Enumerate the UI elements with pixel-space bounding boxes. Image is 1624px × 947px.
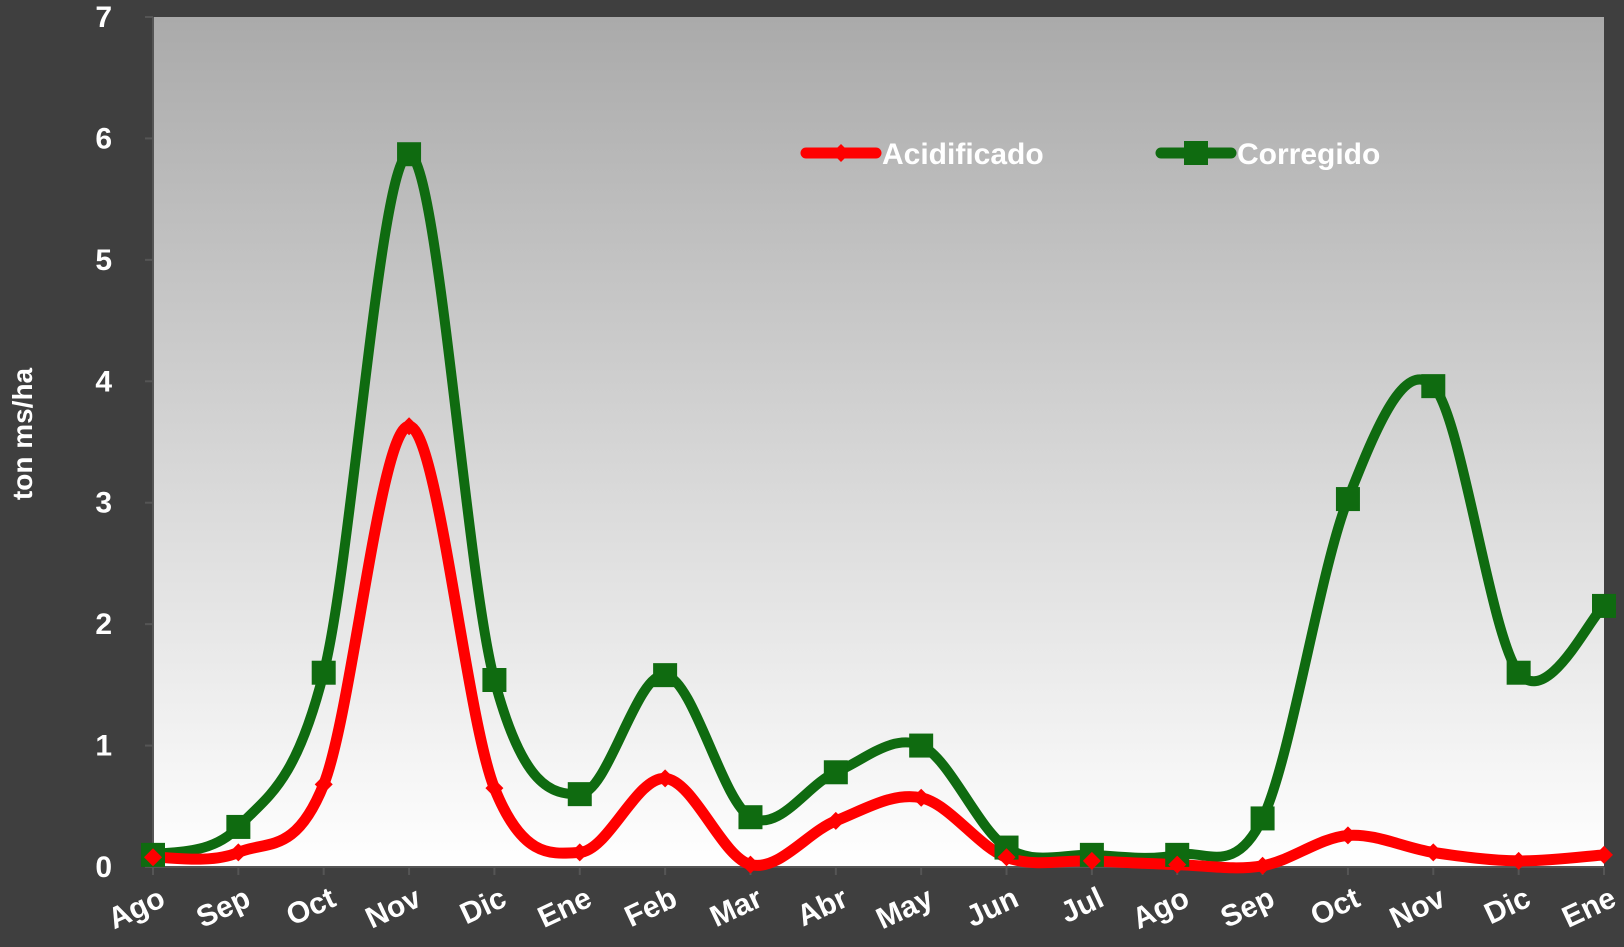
data-point-corregido [823,760,848,785]
legend-item-acidificado: Acidificado [800,138,1044,171]
data-point-corregido [1335,487,1360,512]
data-point-acidificado [1082,851,1101,870]
data-point-acidificado [741,855,760,874]
data-point-acidificado [485,779,504,798]
series-line-acidificado [147,420,1610,874]
y-tick-label: 5 [95,244,112,277]
data-point-corregido [311,660,336,685]
x-tick-label: Mar [705,881,768,934]
data-point-acidificado [229,843,248,862]
data-point-acidificado [826,811,845,830]
data-point-acidificado [400,417,419,436]
x-tick-label: Feb [620,881,682,933]
data-point-acidificado [1595,845,1613,864]
legend-item-corregido: Corregido [1155,138,1380,171]
x-tick-label: Sep [1216,881,1280,934]
x-tick-label: May [871,881,938,936]
x-tick-label: Jun [961,881,1023,933]
y-axis-title: ton ms/ha [7,367,38,500]
x-tick-label: Oct [1306,881,1365,932]
plot-area [153,17,1604,867]
x-tick-label: Nov [361,881,427,935]
data-point-acidificado [314,775,333,794]
data-point-acidificado [1509,851,1528,870]
x-tick-label: Nov [1385,881,1451,935]
data-point-corregido [1592,593,1616,618]
data-point-acidificado [1168,855,1187,874]
data-point-acidificado [912,788,931,807]
x-tick-label: Ago [1127,881,1194,936]
legend-marker [832,144,850,162]
marker-layer [141,142,1616,875]
y-tick-label: 7 [95,1,112,34]
data-point-corregido [653,663,678,688]
legend-marker [1184,141,1208,165]
data-point-acidificado [656,769,675,788]
x-tick-label: Oct [281,881,340,932]
data-point-corregido [567,782,592,807]
x-tick-label: Sep [191,881,255,934]
x-tick-label: Jul [1056,881,1109,929]
data-point-corregido [482,668,507,692]
x-tick-label: Dic [455,881,511,931]
data-point-acidificado [1253,856,1272,875]
legend-label: Corregido [1237,138,1380,171]
x-tick-label: Ene [1557,881,1621,934]
data-point-corregido [1506,660,1531,685]
x-tick-label: Ago [103,881,170,936]
data-point-corregido [397,142,422,167]
axes [145,16,1605,875]
y-tick-label: 4 [95,365,112,398]
data-point-corregido [909,733,934,758]
x-tick-label: Abr [792,881,853,933]
data-point-corregido [1421,374,1446,399]
y-tick-label: 6 [95,122,112,155]
data-point-corregido [1250,806,1275,831]
data-point-acidificado [570,843,589,862]
y-tick-label: 2 [95,608,112,641]
data-point-corregido [738,805,763,830]
x-tick-label: Ene [533,881,597,934]
data-point-acidificado [1338,826,1357,845]
data-point-acidificado [997,848,1016,867]
y-tick-label: 1 [95,730,112,763]
data-point-acidificado [1424,843,1443,862]
x-tick-label: Dic [1479,881,1535,931]
y-tick-label: 0 [95,851,112,884]
data-point-acidificado [144,848,162,867]
y-tick-label: 3 [95,487,112,520]
legend: Acidificado Corregido [800,138,1380,171]
data-point-corregido [226,814,251,839]
legend-label: Acidificado [882,138,1044,171]
